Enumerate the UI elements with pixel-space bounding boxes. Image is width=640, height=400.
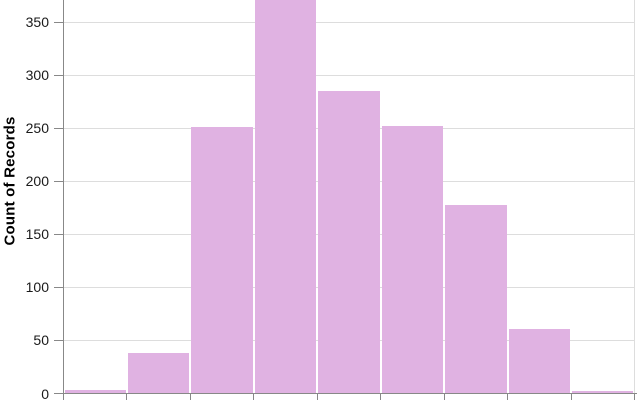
x-tick bbox=[380, 393, 382, 400]
y-tick-label: 350 bbox=[25, 14, 49, 31]
histogram-bar bbox=[508, 328, 571, 394]
y-tick bbox=[54, 339, 64, 341]
y-tick bbox=[54, 233, 64, 235]
y-tick-label: 50 bbox=[33, 332, 49, 349]
x-tick bbox=[63, 393, 64, 400]
x-tick bbox=[316, 393, 318, 400]
histogram-bar bbox=[318, 91, 380, 394]
x-tick bbox=[443, 393, 445, 400]
x-tick bbox=[570, 393, 572, 400]
histogram-bar bbox=[191, 127, 253, 394]
gridline bbox=[63, 74, 635, 76]
histogram-bar bbox=[445, 204, 507, 394]
y-tick bbox=[54, 74, 64, 76]
y-tick bbox=[54, 21, 64, 23]
histogram-bar bbox=[381, 126, 444, 394]
histogram-bar bbox=[127, 353, 190, 394]
y-tick-label: 200 bbox=[25, 173, 49, 190]
y-tick-label: 0 bbox=[41, 385, 49, 400]
plot-right-edge-line bbox=[634, 0, 635, 394]
x-tick bbox=[126, 393, 128, 400]
x-tick bbox=[253, 393, 255, 400]
x-tick bbox=[634, 393, 635, 400]
y-axis-line bbox=[62, 0, 64, 394]
y-tick-label: 250 bbox=[25, 120, 49, 137]
gridline bbox=[63, 21, 635, 23]
y-tick bbox=[54, 286, 64, 288]
x-tick bbox=[189, 393, 191, 400]
x-tick bbox=[507, 393, 509, 400]
y-tick-label: 150 bbox=[25, 226, 49, 243]
x-axis-line bbox=[62, 393, 637, 394]
y-tick bbox=[54, 127, 64, 129]
y-tick-label: 300 bbox=[25, 67, 49, 84]
histogram-bar bbox=[64, 390, 126, 394]
y-tick bbox=[54, 393, 64, 394]
histogram-bar bbox=[254, 0, 317, 394]
y-tick-label: 100 bbox=[25, 279, 49, 296]
histogram-bar bbox=[572, 391, 634, 394]
y-tick bbox=[54, 180, 64, 182]
